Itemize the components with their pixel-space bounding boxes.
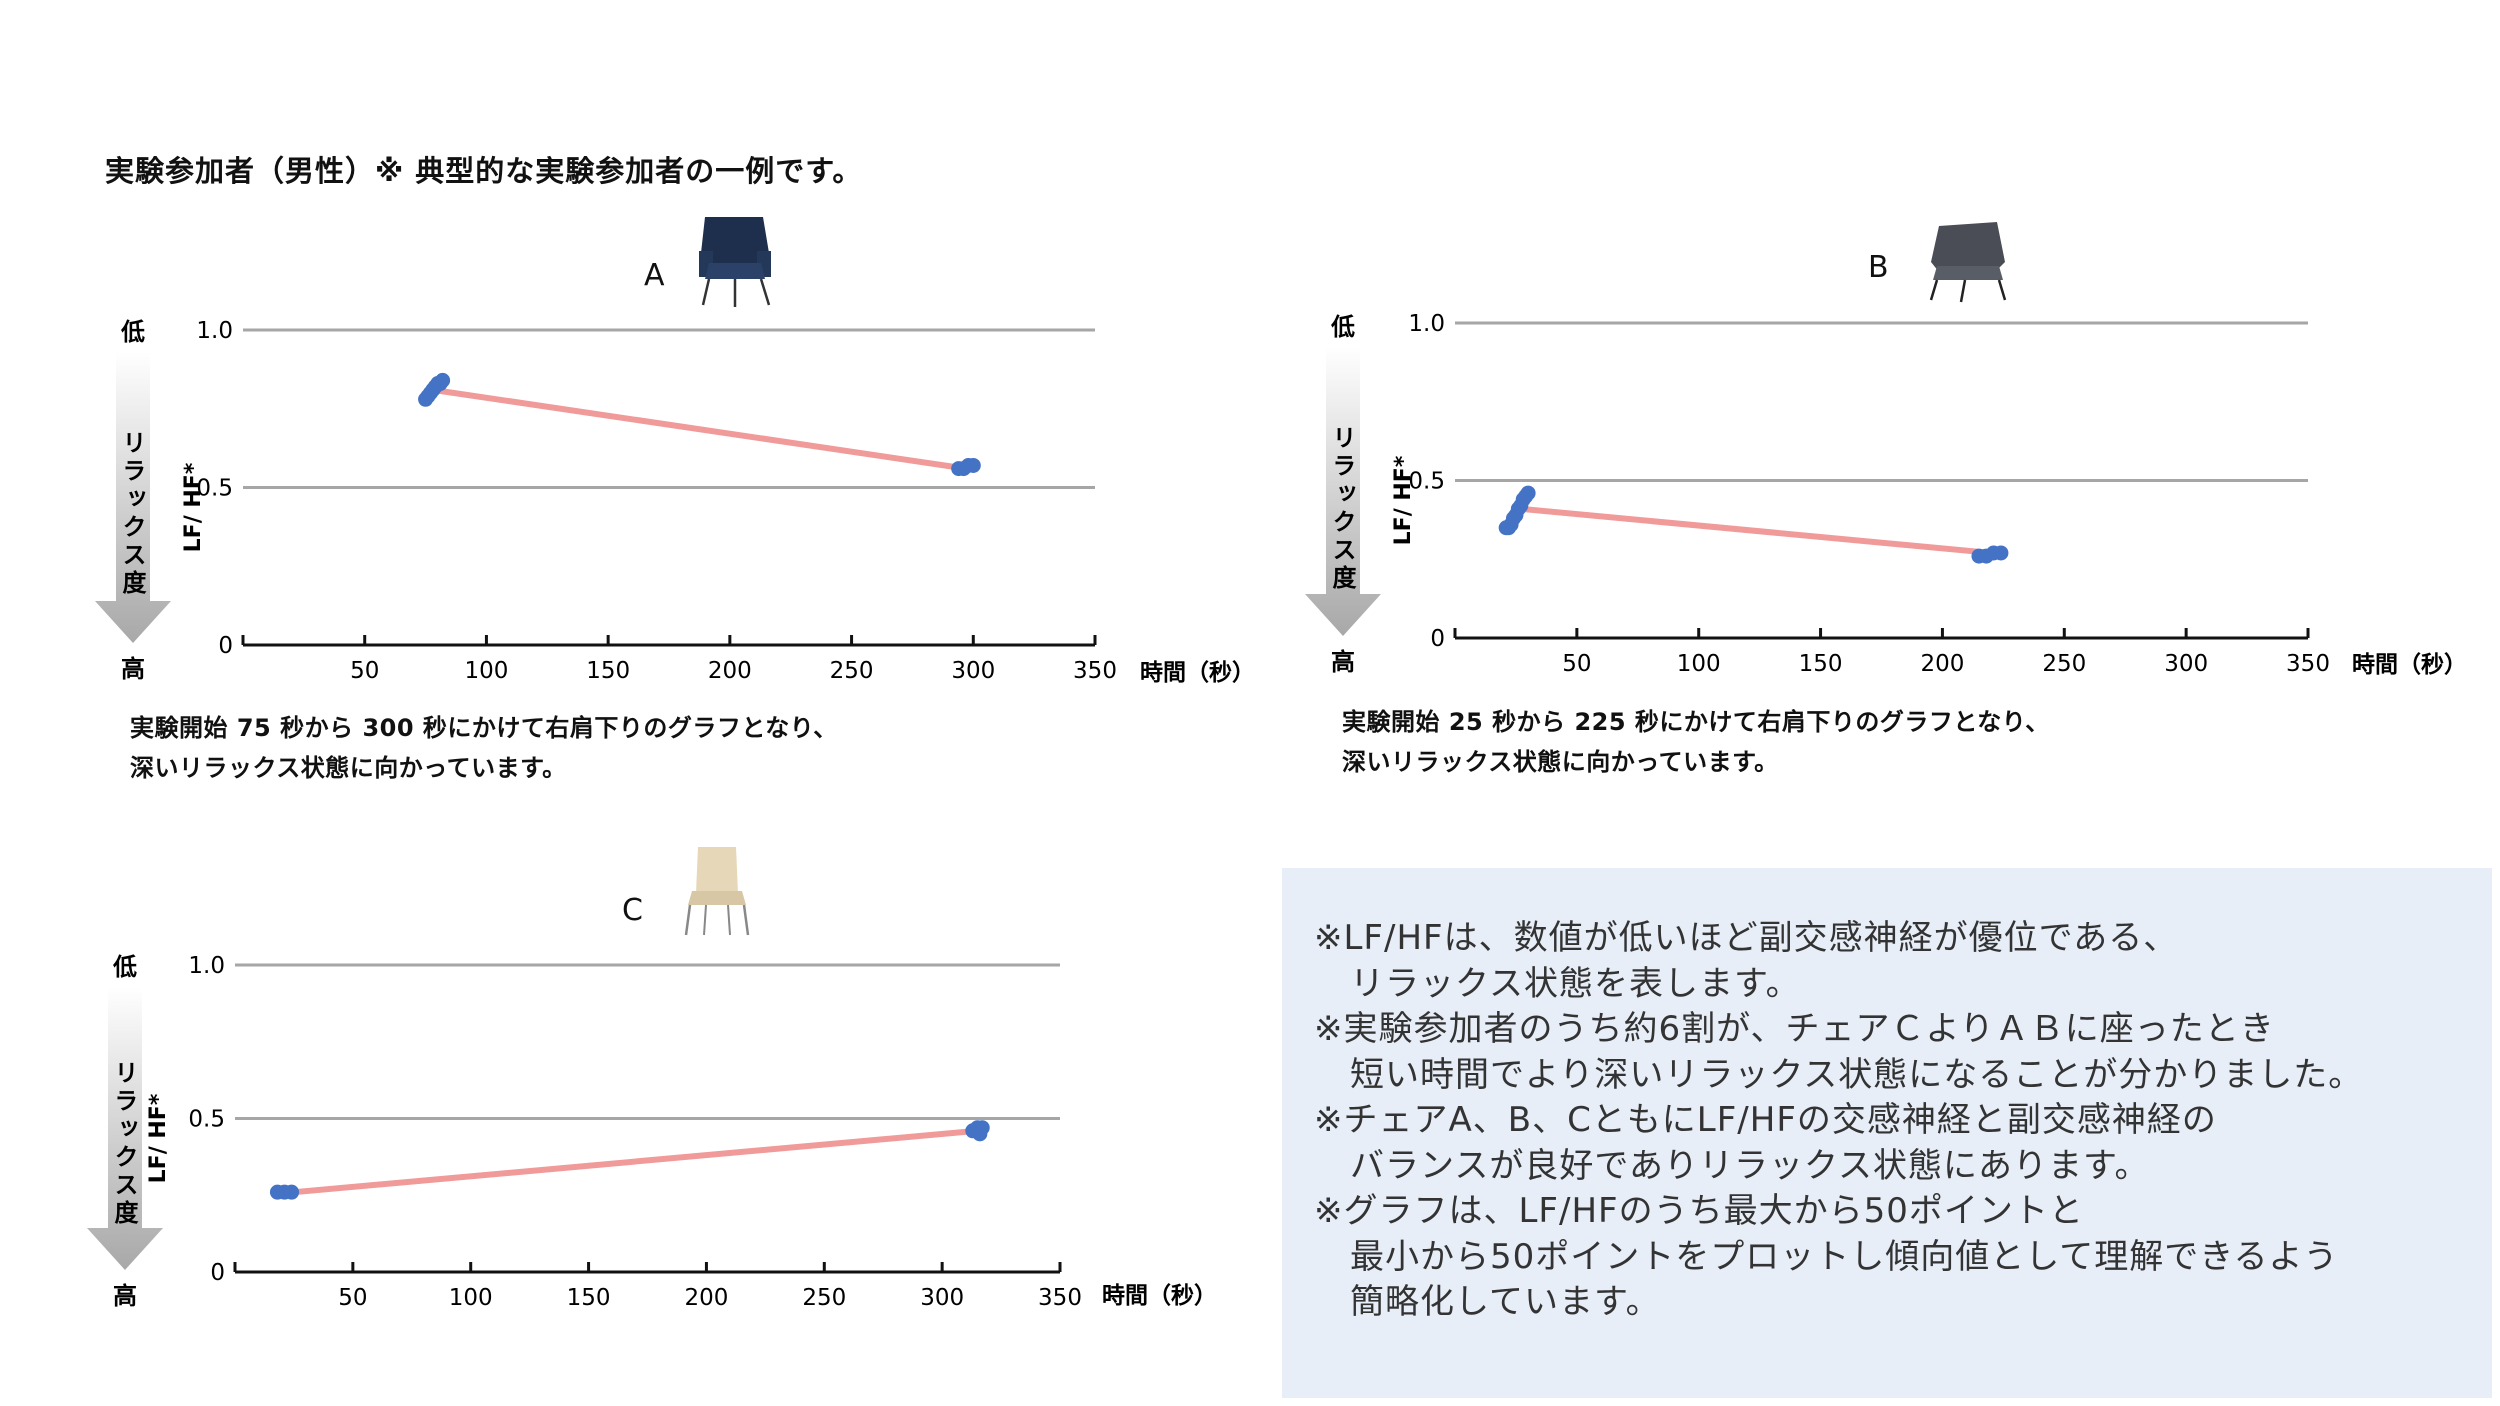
y-axis-label: LF/ HF* [146,1093,171,1183]
note-line: リラックス状態を表します。 [1350,963,1801,1004]
x-tick-label: 200 [684,1285,728,1311]
chart-title-c: C [622,893,643,928]
notes-box: ※LF/HFは、数値が低いほど副交感神経が優位である、リラックス状態を表します。… [1282,868,2492,1398]
y-axis-label: LF/ HF* [1391,455,1416,545]
x-tick-label: 350 [1073,658,1117,684]
y-tick-label: 0 [1430,626,1445,652]
y-tick-label: 1.0 [196,318,233,344]
caption-line: 実験開始 75 秒から 300 秒にかけて右肩下りのグラフとなり、 [130,714,838,742]
x-tick-label: 100 [449,1285,493,1311]
chart-b-caption: 実験開始 25 秒から 225 秒にかけて右肩下りのグラフとなり、 深いリラック… [1342,702,2050,782]
data-point [965,457,981,473]
note-line: ※チェアA、B、CともにLF/HFの交感神経と副交感神経の [1314,1100,2217,1140]
y-axis-label: LF/ HF* [181,462,206,552]
chart-b-svg: 低高 リラックス度 LF/ HF* 0 0.5 1.0 50 100 150 200 250 300 3… [1305,311,2467,678]
y-tick-label: 0.5 [188,1107,225,1133]
x-tick-label: 350 [1038,1285,1082,1311]
trend-line [1517,505,1995,556]
x-tick-label: 300 [920,1285,964,1311]
x-tick-label: 250 [2042,651,2086,677]
relax-arrow [87,987,163,1270]
x-tick-label: 350 [2286,651,2330,677]
x-axis-label: 時間（秒） [1102,1282,1217,1309]
note-line: 簡略化しています。 [1350,1282,1661,1322]
x-tick-label: 150 [586,658,630,684]
y-tick-label: 0 [218,633,233,659]
chart-a-caption: 実験開始 75 秒から 300 秒にかけて右肩下りのグラフとなり、 深いリラック… [130,708,838,788]
data-point [972,1126,988,1142]
page-title: 実験参加者（男性）※ 典型的な実験参加者の一例です。 [105,154,863,188]
y-tick-label: 1.0 [1408,311,1445,337]
note-line: 最小から50ポイントをプロットし傾向値として理解できるよう [1350,1236,2339,1277]
x-tick-label: 50 [1562,651,1591,677]
caption-line: 実験開始 25 秒から 225 秒にかけて右肩下りのグラフとなり、 [1342,708,2050,736]
x-tick-label: 300 [951,658,995,684]
relax-label: リラックス度 [110,1060,138,1228]
notes-list: ※LF/HFは、数値が低いほど副交感神経が優位である、リラックス状態を表します。… [1314,916,2363,1326]
y-tick-label: 0.5 [1408,469,1445,495]
note-line: 短い時間でより深いリラックス状態になることが分かりました。 [1350,1054,2364,1095]
relax-label: リラックス度 [118,430,146,598]
chart-title-a: A [644,258,665,293]
note-line: ※LF/HFは、数値が低いほど副交感神経が優位である、 [1314,918,2179,958]
caption-line: 深いリラックス状態に向かっています。 [1342,748,1779,776]
relax-arrow [95,352,171,643]
y-tick-label: 1.0 [188,953,225,979]
trend-line [429,386,969,472]
high-label: 高 [121,655,145,683]
chart-panel-b: B 低高 リラックス度 LF/ HF* 0 0.5 1.0 50 100 150 200 250 30… [1305,222,2467,782]
x-tick-label: 100 [1677,651,1721,677]
high-label: 高 [1331,648,1355,676]
data-point [1993,545,2009,561]
x-tick-label: 150 [1799,651,1843,677]
high-label: 高 [113,1282,137,1310]
relax-arrow [1305,347,1381,636]
x-tick-label: 300 [2164,651,2208,677]
low-label: 低 [120,318,145,346]
chart-a-svg: 低高 リラックス度 LF/ HF* 0 0.5 1.0 50 100 150 200 250 300 3… [95,318,1255,686]
x-axis-label: 時間（秒） [2352,651,2467,678]
x-axis-label: 時間（秒） [1140,659,1255,686]
data-point [1520,485,1536,501]
low-label: 低 [112,953,137,981]
data-point [435,372,451,388]
data-point [284,1184,300,1200]
trend-line [290,1127,981,1196]
note-line: ※グラフは、LF/HFのうち最大から50ポイントと [1314,1191,2084,1231]
note-line: バランスが良好でありリラックス状態にあります。 [1350,1145,2150,1186]
x-tick-label: 200 [1920,651,1964,677]
x-tick-label: 200 [708,658,752,684]
x-tick-label: 250 [830,658,874,684]
x-tick-label: 100 [464,658,508,684]
chart-panel-c: C 低高 リラックス度 LF/ HF* 0 0.5 1.0 50 100 150 200 250 30… [87,847,1217,1311]
y-tick-label: 0 [210,1260,225,1286]
x-tick-label: 50 [338,1285,367,1311]
note-line: ※実験参加者のうち約6割が、チェアＣよりＡＢに座ったとき [1314,1009,2275,1049]
x-tick-label: 250 [802,1285,846,1311]
chart-panel-a: A 低高 リラックス度 LF/ HF* 0 0.5 1.0 50 100 150 200 250 30… [0,0,1300,820]
chart-c-svg: 低高 リラックス度 LF/ HF* 0 0.5 1.0 50 100 150 200 250 300 3… [87,953,1217,1311]
x-tick-label: 50 [350,658,379,684]
x-tick-label: 150 [567,1285,611,1311]
chart-title-b: B [1868,250,1889,285]
y-tick-label: 0.5 [196,476,233,502]
caption-line: 深いリラックス状態に向かっています。 [130,754,567,782]
low-label: 低 [1330,313,1355,341]
relax-label: リラックス度 [1328,425,1356,593]
